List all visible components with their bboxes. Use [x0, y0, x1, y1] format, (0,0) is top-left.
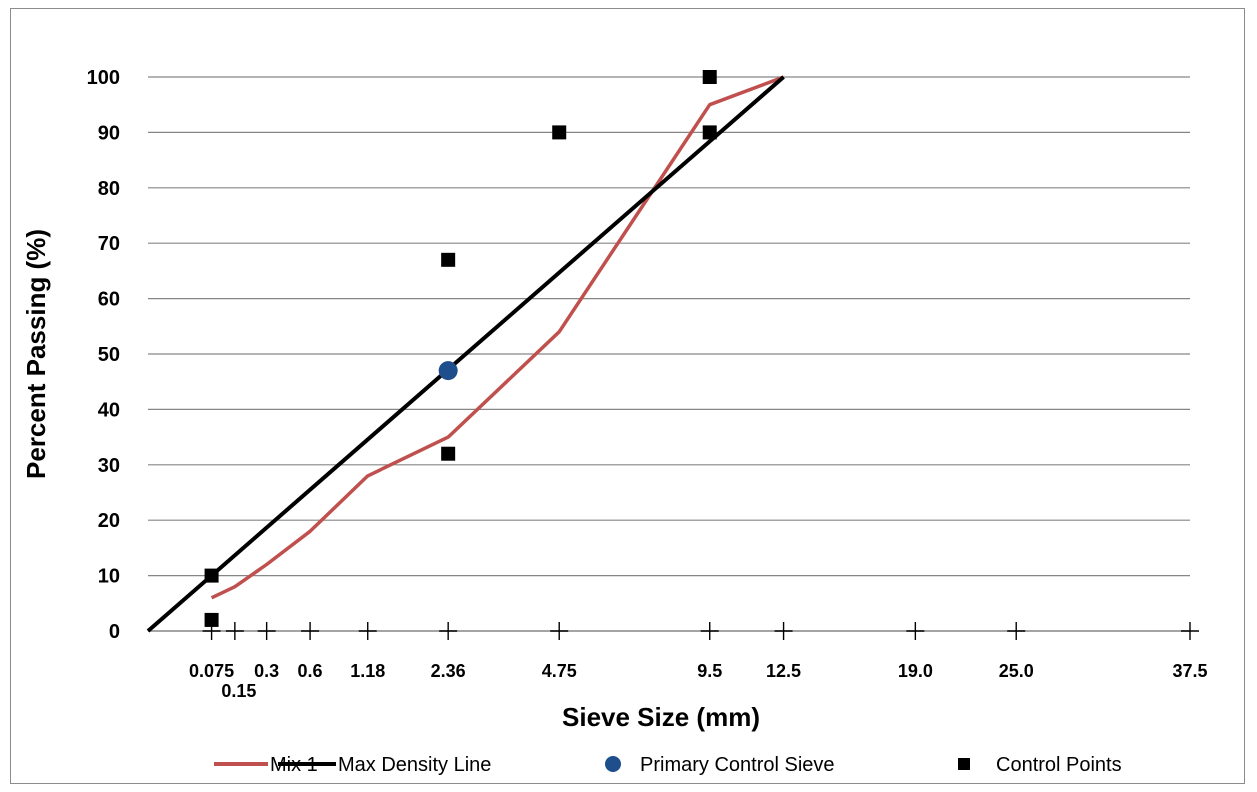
y-tick-label: 20 [98, 510, 120, 532]
control-point-marker [702, 70, 717, 84]
y-axis-title: Percent Passing (%) [21, 229, 51, 479]
primary-control-sieve-marker [438, 361, 458, 381]
legend-swatch-3 [958, 758, 970, 770]
x-tick-label: 0.3 [254, 661, 279, 681]
y-tick-label: 90 [98, 122, 120, 144]
y-tick-label: 40 [98, 399, 120, 421]
legend-label: Control Points [996, 754, 1122, 776]
y-tick-label: 70 [98, 233, 120, 255]
y-tick-label: 60 [98, 289, 120, 311]
y-tick-label: 100 [87, 67, 120, 89]
y-tick-label: 30 [98, 455, 120, 477]
legend-label: Primary Control Sieve [640, 754, 835, 776]
x-tick-label: 0.075 [189, 661, 234, 681]
legend-label: Max Density Line [338, 754, 491, 776]
y-tick-label: 50 [98, 344, 120, 366]
x-tick-label: 0.6 [298, 661, 323, 681]
x-tick-label: 19.0 [898, 661, 933, 681]
x-tick-label: 37.5 [1172, 661, 1207, 681]
x-tick-label: 12.5 [766, 661, 801, 681]
y-tick-label: 80 [98, 178, 120, 200]
control-point-marker [204, 612, 219, 627]
series-line-0 [210, 75, 785, 600]
x-tick-label: 1.18 [350, 661, 385, 681]
control-point-marker [441, 252, 456, 267]
x-tick-label: 2.36 [431, 661, 466, 681]
series-lines [146, 75, 785, 633]
control-point-marker [552, 125, 567, 140]
control-point-marker [441, 446, 456, 461]
y-tick-label: 0 [109, 621, 120, 643]
x-tick-label: 0.15 [221, 681, 256, 701]
y-axis-tick-labels: 0 10 20 30 40 50 60 70 80 90 100 [87, 67, 120, 643]
grid-lines [148, 76, 1190, 577]
series-line-1 [146, 75, 785, 633]
legend-swatch-2 [605, 756, 621, 772]
control-point-marker [702, 125, 717, 140]
control-point-marker [204, 568, 219, 583]
y-tick-label: 10 [98, 566, 120, 588]
x-tick-label: 9.5 [697, 661, 722, 681]
series-markers [204, 70, 717, 627]
x-tick-label: 4.75 [542, 661, 577, 681]
x-tick-label: 25.0 [999, 661, 1034, 681]
chart-frame [10, 8, 1245, 784]
x-axis-title: Sieve Size (mm) [562, 702, 760, 732]
